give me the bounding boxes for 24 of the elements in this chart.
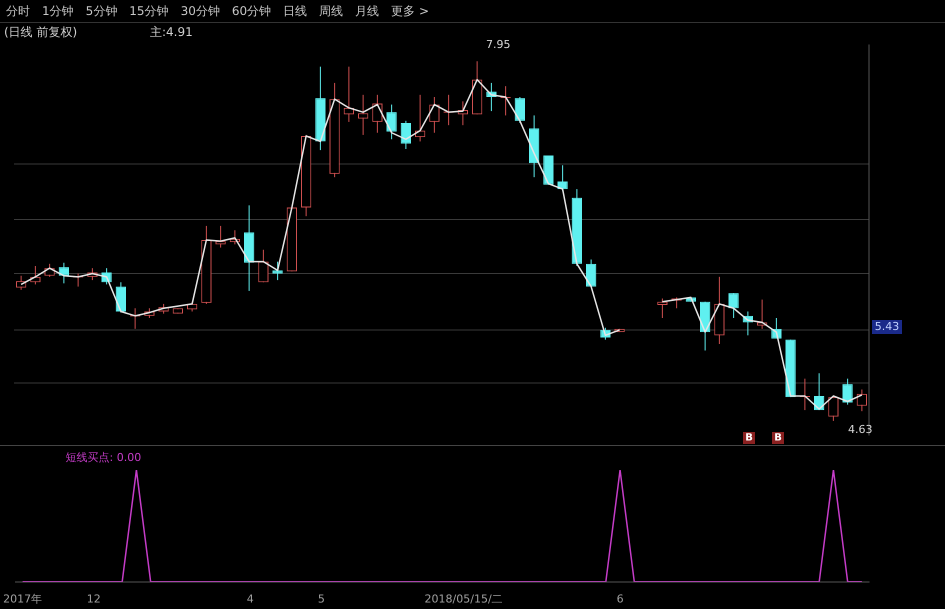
text: 30分钟 <box>180 2 220 20</box>
x-tick-label: 6 <box>616 592 624 606</box>
text: 分时 <box>6 2 30 20</box>
text: 5分钟 <box>86 2 118 20</box>
text: 日线 <box>283 2 308 20</box>
text: 1分钟 <box>42 2 74 20</box>
text: 月线 <box>355 2 380 20</box>
series-label: 短线买点: 0.00 <box>66 450 142 464</box>
x-tick-label: 2018/05/15/二 <box>424 592 503 606</box>
annotation: B <box>774 432 782 444</box>
annotation: B <box>745 432 753 444</box>
text: 更多 > <box>391 2 429 20</box>
text: 周线 <box>319 2 344 20</box>
x-tick-label: 2017年 <box>3 592 42 606</box>
x-tick-label: 5 <box>318 592 325 606</box>
text: 60分钟 <box>232 2 272 20</box>
chart-title: (日线 前复权) <box>4 25 78 40</box>
x-tick-label: 12 <box>86 592 101 606</box>
text: 5.43 <box>874 320 900 333</box>
x-tick-label: 4 <box>246 592 254 606</box>
text: 15分钟 <box>129 2 169 20</box>
annotation: 4.63 <box>848 422 872 436</box>
chart-subtitle: 主:4.91 <box>150 25 193 40</box>
annotation: 7.95 <box>486 38 510 51</box>
